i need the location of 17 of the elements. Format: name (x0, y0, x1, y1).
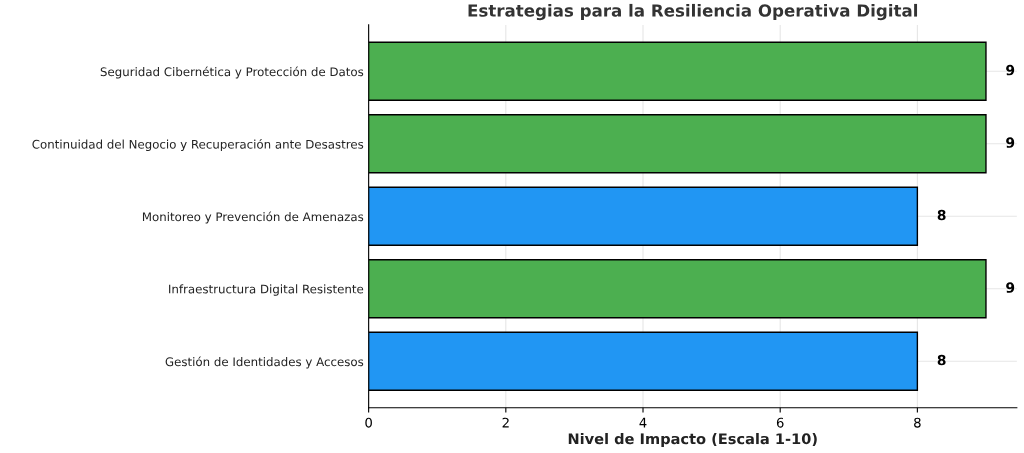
y-tick-label: Gestión de Identidades y Accesos (165, 356, 364, 369)
data-label: 8 (937, 209, 946, 221)
data-label: 8 (937, 354, 946, 366)
data-label: 9 (1006, 64, 1015, 76)
x-tick-label: 4 (639, 417, 647, 428)
x-tick-label: 0 (365, 417, 372, 428)
y-tick-label: Infraestructura Digital Resistente (169, 284, 364, 296)
x-axis-title: Nivel de Impacto (Escala 1-10) (568, 432, 817, 448)
x-tick-label: 8 (914, 417, 921, 428)
data-label: 9 (1006, 282, 1015, 293)
x-tick-label: 6 (776, 417, 784, 428)
chart-title: Estrategias para la Resiliencia Operativa Digital (468, 3, 918, 21)
y-tick-label: Seguridad Cibernética y Protección de Datos (100, 66, 364, 79)
data-label: 9 (1006, 137, 1015, 148)
x-tick-label: 2 (502, 417, 509, 428)
y-tick-label: Continuidad del Negocio y Recuperación ante Desastres (32, 139, 364, 151)
y-tick-label: Monitoreo y Prevención de Amenazas (142, 211, 364, 224)
